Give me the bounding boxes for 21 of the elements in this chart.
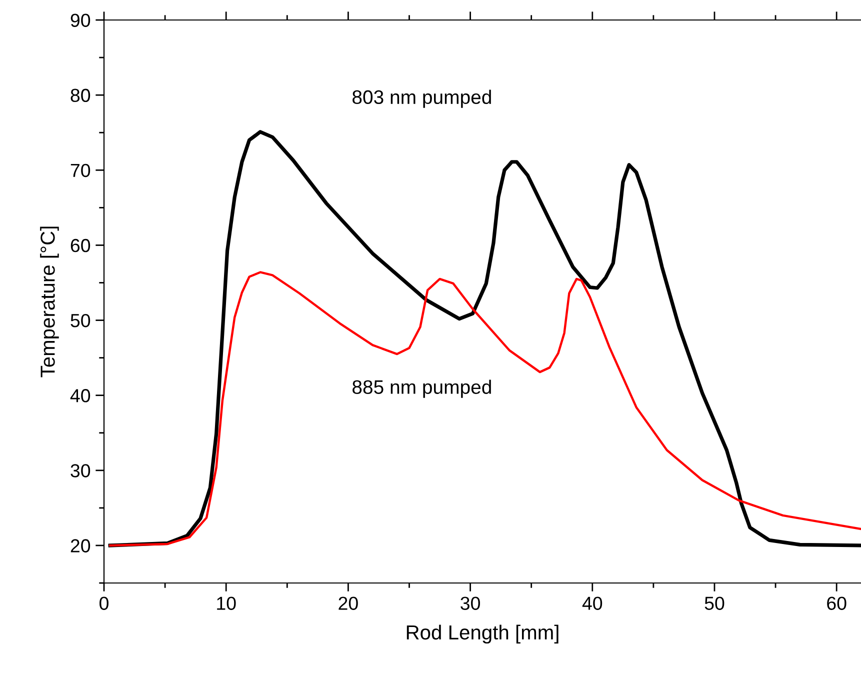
- line-series: [108, 130, 861, 548]
- x-tick-label: 0: [100, 596, 108, 610]
- x-tick-label: 20: [338, 596, 358, 610]
- y-tick-label: 30: [70, 464, 90, 478]
- x-tick-label: 40: [582, 596, 602, 610]
- y-tick-label: 80: [70, 88, 90, 102]
- y-axis-title: Temperature [°C]: [40, 226, 59, 378]
- x-tick-label: 30: [460, 596, 480, 610]
- y-tick-label: 60: [70, 238, 90, 252]
- y-tick-label: 70: [70, 164, 90, 178]
- text: 803 nm pumped: [352, 90, 491, 108]
- x-tick-label: 60: [827, 596, 846, 610]
- series-label: 885 nm pumped: [352, 380, 491, 398]
- y-tick-label: 90: [70, 14, 90, 27]
- x-axis-title: Rod Length [mm]: [406, 624, 558, 644]
- line-series: [108, 271, 861, 547]
- y-tick-label: 20: [70, 539, 90, 552]
- x-tick-label: 50: [704, 596, 724, 610]
- y-tick-label: 40: [70, 389, 90, 402]
- x-tick-label: 10: [217, 596, 236, 610]
- y-tick-label: 50: [70, 314, 90, 328]
